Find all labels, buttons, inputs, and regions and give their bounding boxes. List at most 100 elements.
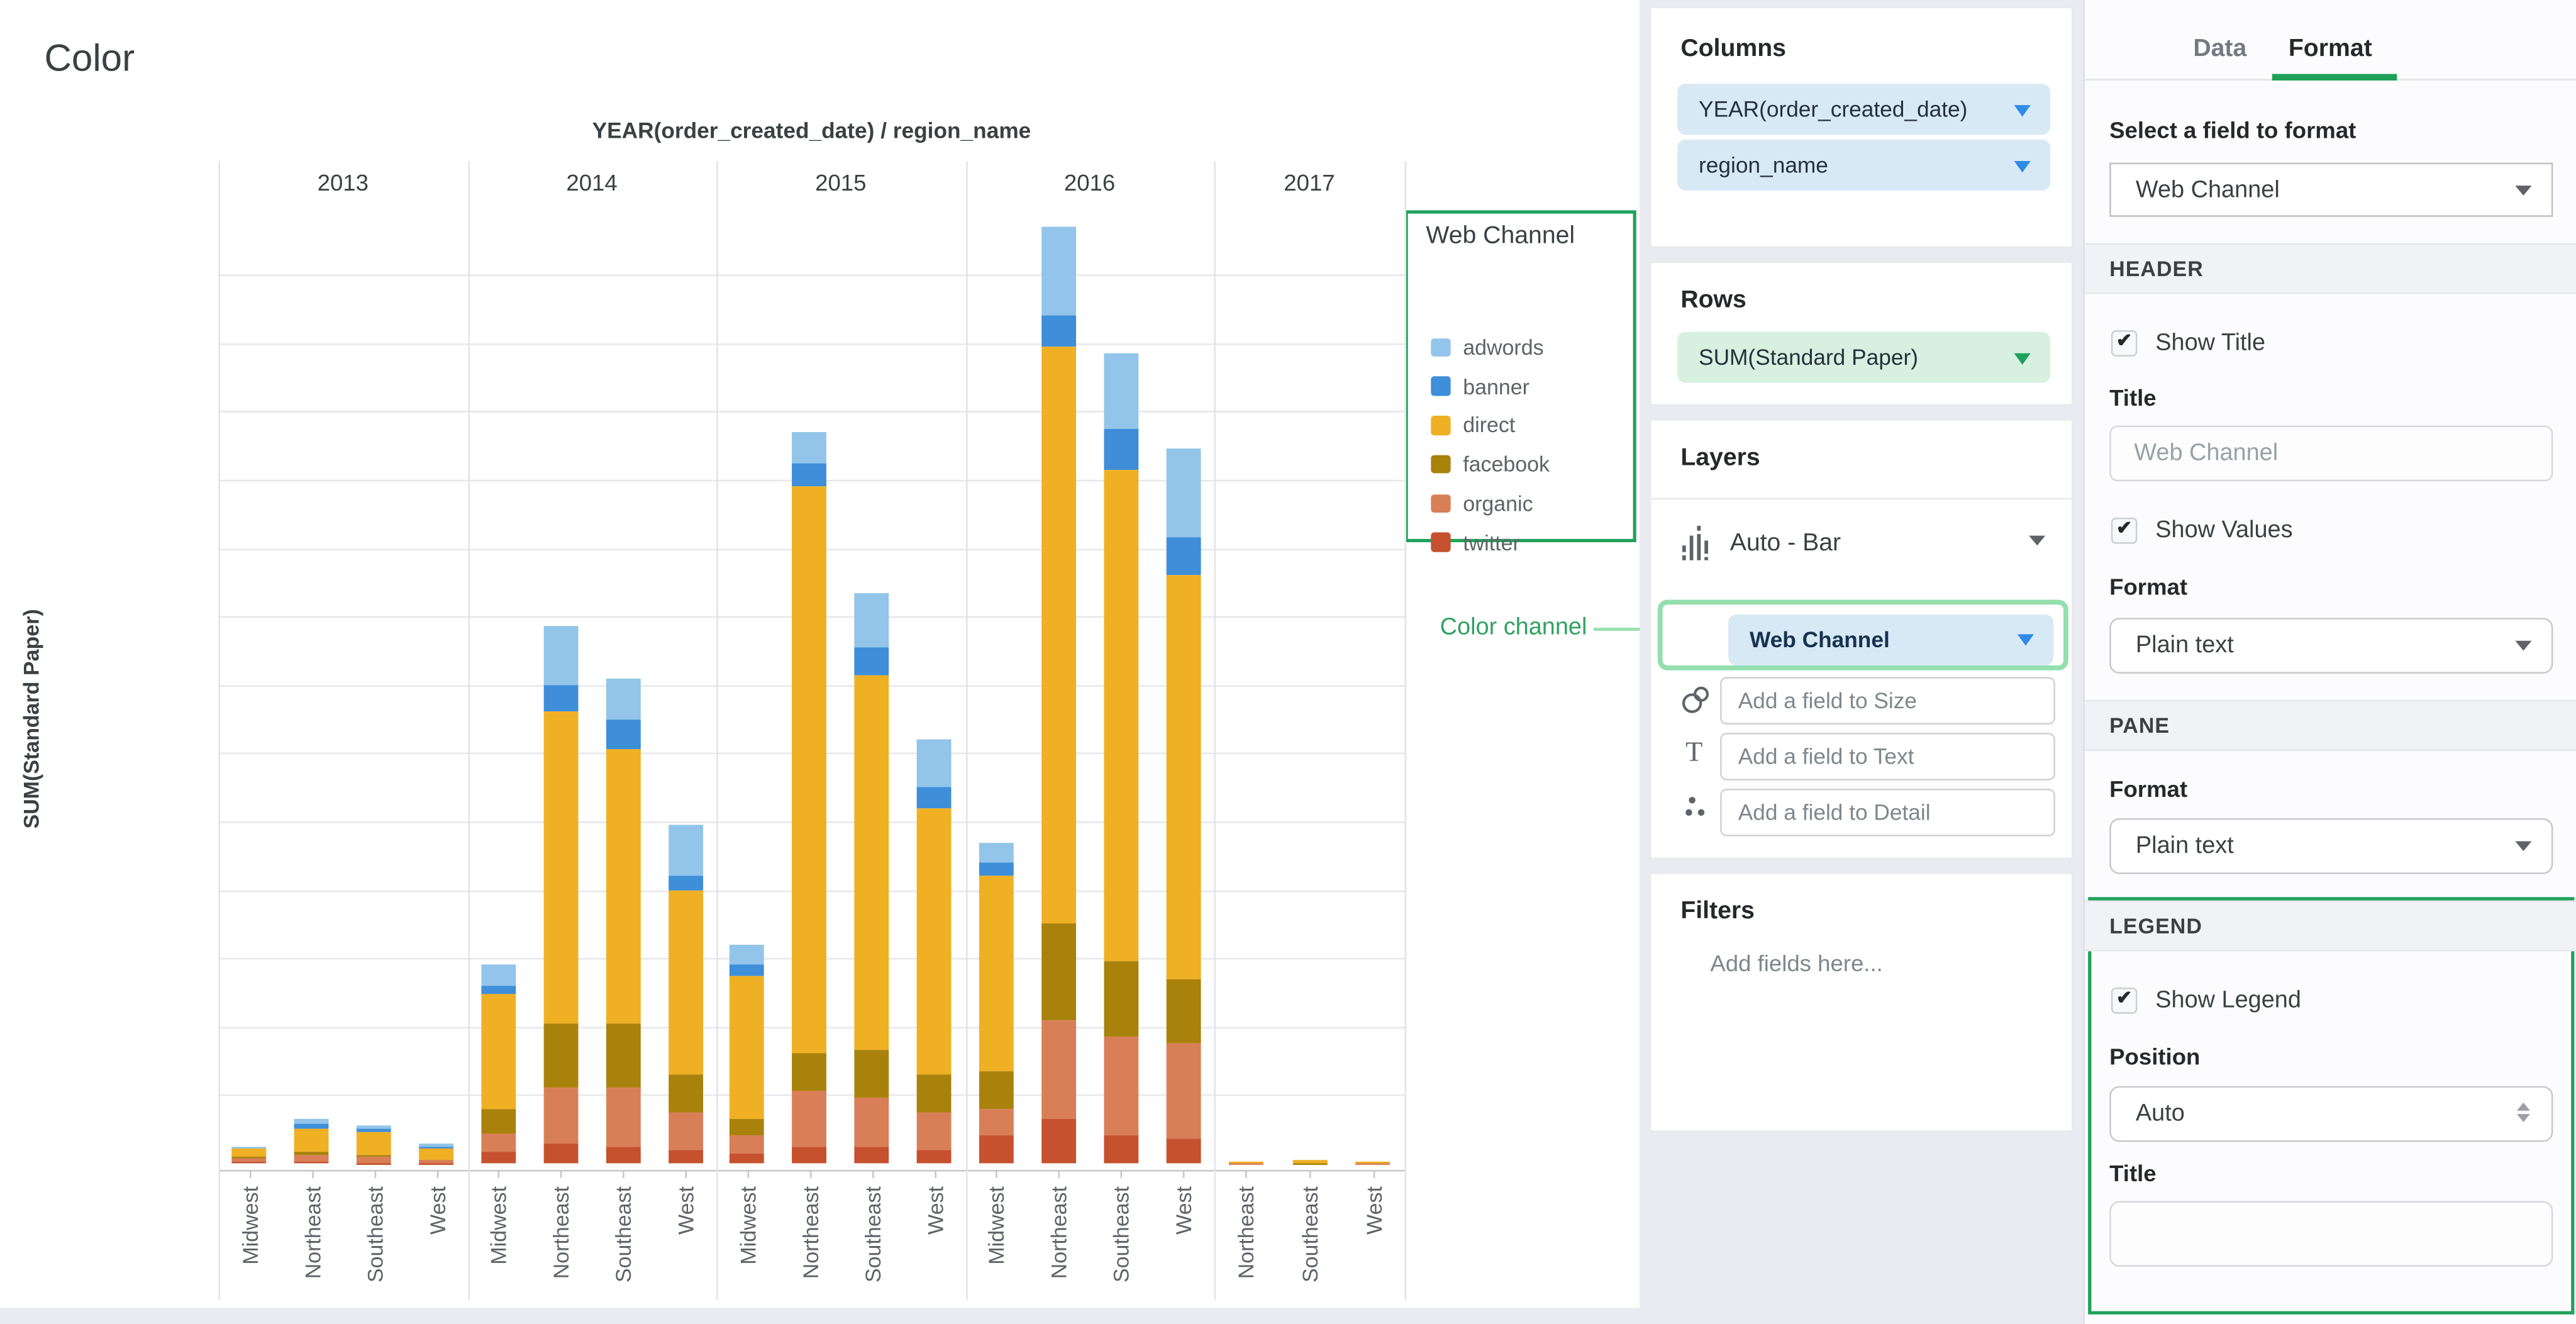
column-pill-region[interactable]: region_name bbox=[1677, 140, 2051, 191]
bar-segment-banner[interactable] bbox=[730, 965, 765, 976]
bar-segment-facebook[interactable] bbox=[854, 1050, 889, 1099]
chevron-down-icon[interactable] bbox=[2014, 160, 2031, 172]
bar-segment-direct[interactable] bbox=[668, 889, 702, 1075]
bar-segment-adwords[interactable] bbox=[357, 1125, 392, 1129]
bar-segment-twitter[interactable] bbox=[481, 1152, 516, 1164]
bar-segment-facebook[interactable] bbox=[357, 1154, 392, 1157]
bar-segment-banner[interactable] bbox=[294, 1123, 330, 1130]
bar-segment-facebook[interactable] bbox=[606, 1023, 640, 1088]
bar-segment-banner[interactable] bbox=[419, 1147, 454, 1149]
bar-segment-direct[interactable] bbox=[606, 750, 640, 1023]
bar-segment-adwords[interactable] bbox=[916, 739, 952, 787]
bar-segment-organic[interactable] bbox=[854, 1098, 889, 1147]
bar-segment-facebook[interactable] bbox=[668, 1074, 702, 1112]
bar-segment-banner[interactable] bbox=[357, 1128, 392, 1133]
bar-segment-banner[interactable] bbox=[1103, 428, 1138, 470]
bar-segment-facebook[interactable] bbox=[916, 1074, 952, 1112]
bar-2013-northeast[interactable] bbox=[294, 1120, 330, 1164]
field-to-format-select[interactable]: Web Channel bbox=[2109, 162, 2553, 217]
bar-segment-facebook[interactable] bbox=[481, 1109, 516, 1133]
bar-segment-twitter[interactable] bbox=[668, 1149, 702, 1164]
show-legend-checkbox[interactable]: ✔ bbox=[2111, 987, 2138, 1014]
bar-segment-twitter[interactable] bbox=[730, 1153, 765, 1164]
bar-segment-direct[interactable] bbox=[1103, 469, 1138, 962]
bar-2017-southeast[interactable] bbox=[1292, 1159, 1327, 1164]
bar-segment-adwords[interactable] bbox=[481, 965, 516, 986]
bar-segment-organic[interactable] bbox=[357, 1157, 392, 1163]
bar-segment-adwords[interactable] bbox=[419, 1144, 454, 1147]
bar-segment-banner[interactable] bbox=[979, 862, 1014, 877]
bar-segment-direct[interactable] bbox=[1228, 1161, 1263, 1163]
bar-segment-facebook[interactable] bbox=[419, 1159, 454, 1160]
bar-2014-southeast[interactable] bbox=[606, 677, 640, 1164]
bar-segment-direct[interactable] bbox=[792, 486, 827, 1054]
bar-segment-direct[interactable] bbox=[294, 1129, 330, 1151]
bar-segment-adwords[interactable] bbox=[543, 626, 579, 685]
bar-2013-west[interactable] bbox=[419, 1144, 454, 1164]
pane-format-select[interactable]: Plain text bbox=[2109, 818, 2553, 874]
chevron-down-icon[interactable] bbox=[2029, 535, 2046, 546]
bar-segment-organic[interactable] bbox=[916, 1111, 952, 1150]
bar-segment-organic[interactable] bbox=[1228, 1162, 1263, 1164]
bar-segment-twitter[interactable] bbox=[854, 1146, 889, 1164]
bar-segment-adwords[interactable] bbox=[979, 842, 1014, 863]
show-legend-row[interactable]: ✔ Show Legend bbox=[2111, 987, 2301, 1014]
bar-2017-west[interactable] bbox=[1355, 1162, 1391, 1164]
chevron-down-icon[interactable] bbox=[2014, 104, 2031, 116]
bar-segment-direct[interactable] bbox=[357, 1132, 392, 1155]
bar-segment-facebook[interactable] bbox=[1292, 1162, 1327, 1164]
bar-segment-organic[interactable] bbox=[1165, 1043, 1201, 1140]
bar-segment-twitter[interactable] bbox=[1165, 1139, 1201, 1164]
bar-segment-twitter[interactable] bbox=[357, 1162, 392, 1164]
bar-segment-twitter[interactable] bbox=[916, 1149, 952, 1164]
tab-data[interactable]: Data bbox=[2193, 34, 2247, 63]
bar-segment-facebook[interactable] bbox=[979, 1071, 1014, 1109]
bar-segment-facebook[interactable] bbox=[1041, 924, 1076, 1020]
bar-segment-organic[interactable] bbox=[1355, 1162, 1391, 1164]
bar-segment-direct[interactable] bbox=[481, 994, 516, 1110]
bar-segment-twitter[interactable] bbox=[1041, 1118, 1076, 1164]
bar-2015-southeast[interactable] bbox=[854, 592, 889, 1164]
bar-2016-west[interactable] bbox=[1165, 448, 1201, 1164]
bar-segment-organic[interactable] bbox=[792, 1091, 827, 1147]
bar-segment-banner[interactable] bbox=[668, 876, 702, 890]
bar-segment-organic[interactable] bbox=[606, 1088, 640, 1147]
bar-segment-direct[interactable] bbox=[1041, 346, 1076, 925]
bar-segment-organic[interactable] bbox=[419, 1160, 454, 1163]
bar-2016-southeast[interactable] bbox=[1103, 353, 1138, 1164]
bar-segment-direct[interactable] bbox=[1165, 575, 1201, 979]
bar-segment-organic[interactable] bbox=[294, 1155, 330, 1162]
bar-2015-northeast[interactable] bbox=[792, 431, 827, 1164]
bar-segment-adwords[interactable] bbox=[294, 1120, 330, 1124]
bar-segment-banner[interactable] bbox=[1041, 316, 1076, 347]
bar-segment-facebook[interactable] bbox=[730, 1118, 765, 1136]
bar-segment-twitter[interactable] bbox=[232, 1161, 267, 1164]
tab-format[interactable]: Format bbox=[2288, 34, 2372, 63]
bar-segment-adwords[interactable] bbox=[1165, 448, 1201, 538]
bar-segment-banner[interactable] bbox=[232, 1148, 267, 1149]
chevron-down-icon[interactable] bbox=[2017, 634, 2034, 646]
bar-segment-facebook[interactable] bbox=[792, 1054, 827, 1092]
text-field-dropzone[interactable]: Add a field to Text bbox=[1720, 733, 2055, 781]
bar-segment-organic[interactable] bbox=[979, 1108, 1014, 1136]
bar-2014-northeast[interactable] bbox=[543, 626, 579, 1164]
bar-segment-direct[interactable] bbox=[543, 712, 579, 1023]
bar-segment-adwords[interactable] bbox=[232, 1147, 267, 1149]
bar-segment-adwords[interactable] bbox=[854, 592, 889, 648]
show-title-row[interactable]: ✔ Show Title bbox=[2111, 330, 2265, 357]
color-field-pill[interactable]: Web Channel bbox=[1728, 613, 2054, 665]
bar-segment-facebook[interactable] bbox=[1165, 979, 1201, 1044]
bar-segment-adwords[interactable] bbox=[792, 431, 827, 463]
bar-segment-direct[interactable] bbox=[419, 1149, 454, 1159]
bar-segment-twitter[interactable] bbox=[979, 1136, 1014, 1164]
bar-segment-organic[interactable] bbox=[1041, 1020, 1076, 1119]
bar-segment-adwords[interactable] bbox=[1041, 226, 1076, 316]
bar-2013-southeast[interactable] bbox=[357, 1125, 392, 1164]
bar-2017-northeast[interactable] bbox=[1228, 1161, 1263, 1164]
legend-title-input[interactable] bbox=[2109, 1201, 2553, 1267]
header-format-select[interactable]: Plain text bbox=[2109, 618, 2553, 674]
bar-segment-banner[interactable] bbox=[792, 462, 827, 487]
header-title-input[interactable] bbox=[2109, 425, 2553, 482]
bar-segment-facebook[interactable] bbox=[232, 1156, 267, 1158]
bar-segment-twitter[interactable] bbox=[792, 1146, 827, 1164]
